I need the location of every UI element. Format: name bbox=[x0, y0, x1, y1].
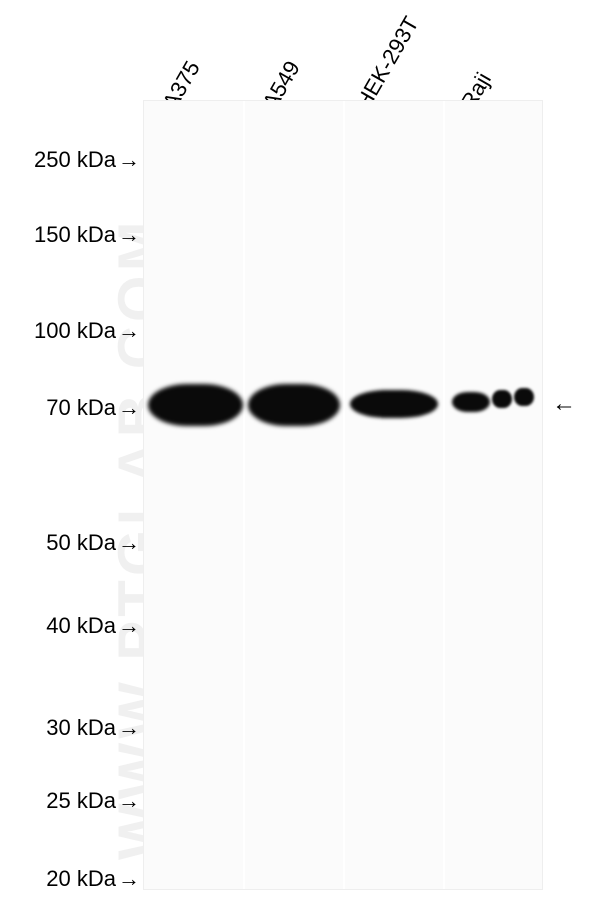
blot-band bbox=[452, 392, 490, 412]
lane-divider bbox=[343, 101, 345, 889]
marker-text: 50 kDa bbox=[46, 530, 116, 555]
lane-divider bbox=[243, 101, 245, 889]
marker-text: 20 kDa bbox=[46, 866, 116, 891]
right-arrow-icon: → bbox=[118, 613, 140, 639]
marker-text: 40 kDa bbox=[46, 613, 116, 638]
right-arrow-icon: → bbox=[118, 318, 140, 344]
marker-label: 50 kDa→ bbox=[34, 530, 140, 556]
marker-label: 100 kDa→ bbox=[22, 318, 140, 344]
marker-label: 70 kDa→ bbox=[34, 395, 140, 421]
marker-label: 30 kDa→ bbox=[34, 715, 140, 741]
marker-label: 20 kDa→ bbox=[34, 866, 140, 892]
marker-text: 150 kDa bbox=[34, 222, 116, 247]
blot-band bbox=[148, 384, 243, 426]
marker-text: 250 kDa bbox=[34, 147, 116, 172]
blot-band bbox=[350, 390, 438, 418]
right-arrow-icon: → bbox=[118, 395, 140, 421]
marker-label: 250 kDa→ bbox=[22, 147, 140, 173]
marker-label: 40 kDa→ bbox=[34, 613, 140, 639]
blot-membrane bbox=[143, 100, 543, 890]
right-arrow-icon: → bbox=[118, 222, 140, 248]
blot-band bbox=[514, 388, 534, 406]
marker-label: 150 kDa→ bbox=[22, 222, 140, 248]
marker-text: 100 kDa bbox=[34, 318, 116, 343]
marker-text: 70 kDa bbox=[46, 395, 116, 420]
blot-band bbox=[248, 384, 340, 426]
marker-label: 25 kDa→ bbox=[34, 788, 140, 814]
lane-label: HEK-293T bbox=[350, 12, 424, 114]
marker-text: 25 kDa bbox=[46, 788, 116, 813]
blot-container: WWW.PTGLAB.COM A375 A549 HEK-293T Raji 2… bbox=[0, 0, 590, 903]
right-arrow-icon: → bbox=[118, 530, 140, 556]
blot-band bbox=[492, 390, 512, 408]
right-arrow-icon: → bbox=[118, 715, 140, 741]
marker-text: 30 kDa bbox=[46, 715, 116, 740]
right-arrow-icon: → bbox=[118, 147, 140, 173]
target-arrow-icon: ← bbox=[552, 390, 576, 418]
right-arrow-icon: → bbox=[118, 788, 140, 814]
right-arrow-icon: → bbox=[118, 866, 140, 892]
lane-divider bbox=[443, 101, 445, 889]
